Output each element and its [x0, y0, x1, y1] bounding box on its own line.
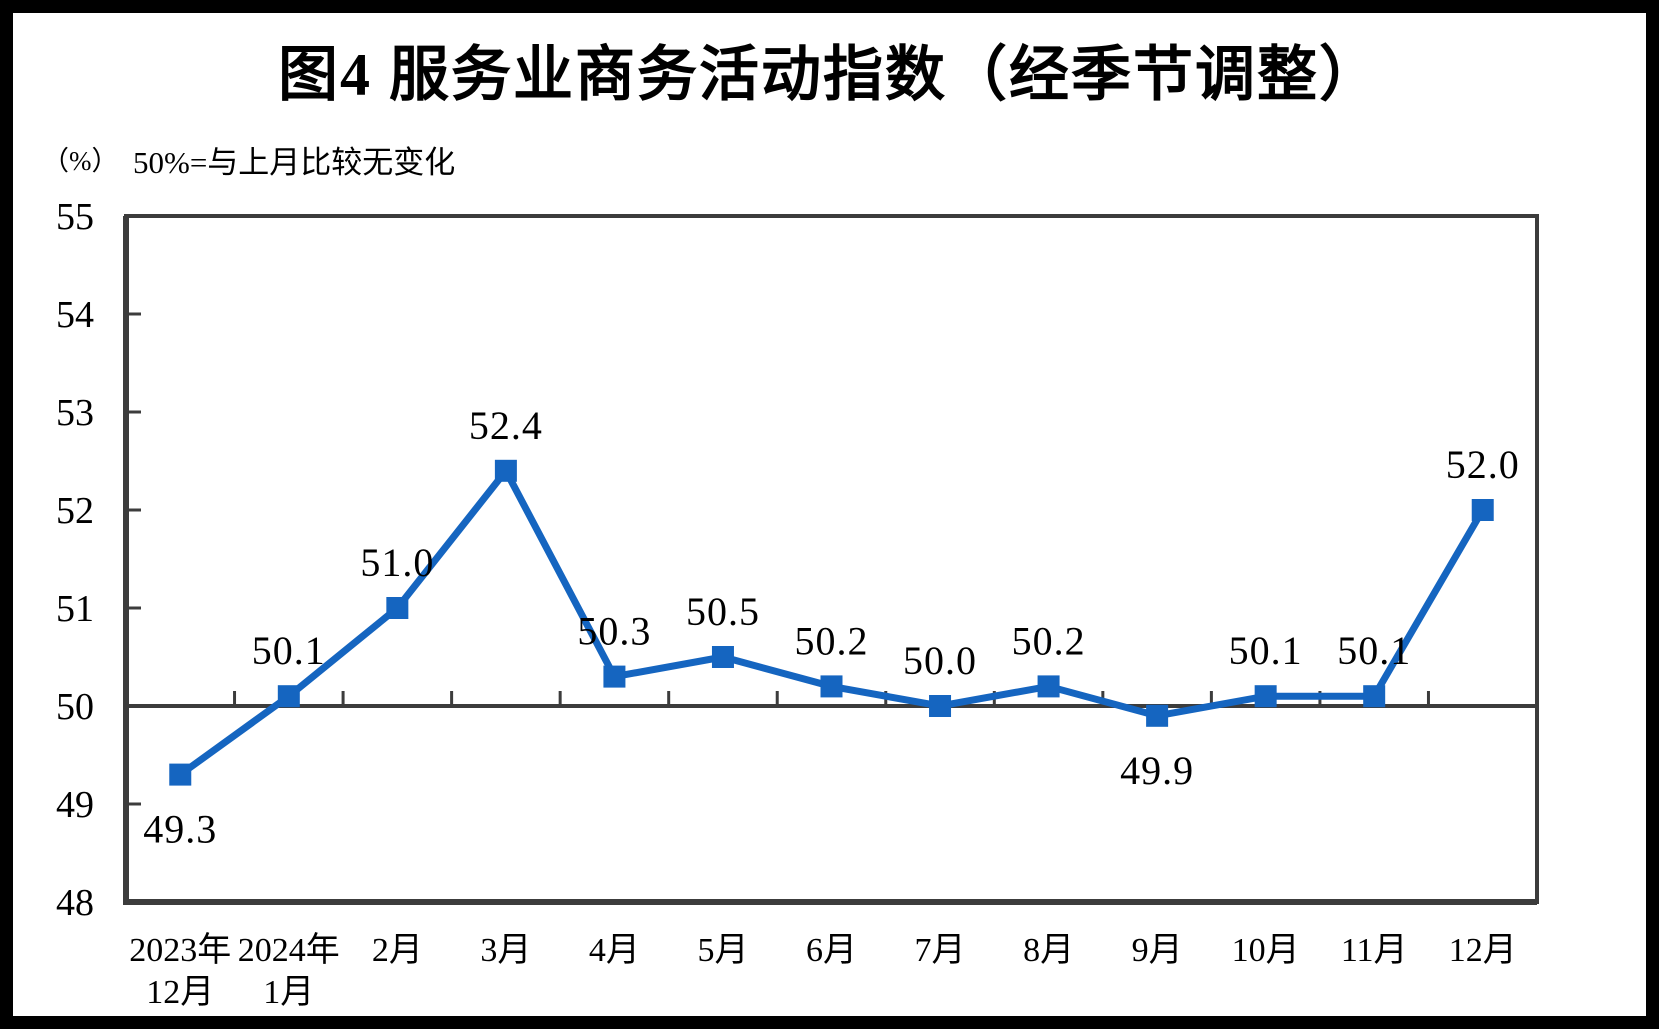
data-label: 50.3 — [577, 609, 651, 654]
y-axis-tick-label: 48 — [56, 882, 94, 924]
data-point-marker — [494, 459, 517, 482]
plot-border — [124, 214, 1539, 904]
x-axis-tick-label: 11月 — [1341, 932, 1408, 969]
x-axis-tick-label: 9月 — [1132, 932, 1183, 969]
x-axis-tick-label: 8月 — [1023, 932, 1074, 969]
x-axis-tick-label: 6月 — [806, 932, 857, 969]
y-axis-tick-label: 51 — [56, 588, 94, 630]
data-point-marker — [1471, 499, 1494, 521]
x-axis-tick-label: 3月 — [480, 932, 531, 969]
data-point-marker — [1037, 675, 1060, 698]
x-axis-tick-label: 5月 — [697, 932, 748, 969]
y-axis-tick-label: 52 — [56, 490, 94, 532]
y-axis-tick-label: 53 — [56, 392, 94, 434]
data-point-marker — [169, 763, 192, 786]
data-label: 52.0 — [1446, 442, 1520, 487]
data-point-marker — [1363, 685, 1386, 708]
x-axis-tick-label: 2023年 — [129, 931, 231, 969]
data-label: 50.0 — [903, 638, 977, 683]
x-axis-tick-label: 12月 — [1449, 932, 1517, 969]
data-label: 50.1 — [252, 628, 326, 673]
x-axis-tick-label: 2024年 — [238, 931, 340, 969]
data-point-marker — [711, 646, 734, 668]
y-axis-tick-label: 49 — [56, 784, 94, 826]
data-label: 52.4 — [469, 403, 543, 448]
data-label: 49.9 — [1120, 748, 1194, 793]
data-label: 49.3 — [143, 807, 217, 852]
data-label: 50.2 — [1012, 618, 1086, 663]
x-axis-tick-label: 12月 — [146, 974, 214, 1011]
data-point-marker — [386, 597, 409, 619]
x-axis-tick-label: 2月 — [372, 932, 423, 969]
x-axis-tick-label: 1月 — [263, 974, 314, 1011]
data-point-marker — [277, 685, 300, 708]
data-label: 50.1 — [1337, 628, 1411, 673]
data-label: 50.1 — [1229, 628, 1303, 673]
y-axis-tick-label: 50 — [56, 686, 94, 728]
data-point-marker — [1146, 704, 1169, 727]
chart-subtitle: 50%=与上月比较无变化 — [133, 145, 456, 180]
chart-title: 图4 服务业商务活动指数（经季节调整） — [278, 42, 1381, 108]
data-point-marker — [1254, 685, 1277, 708]
y-axis-tick-label: 54 — [56, 294, 94, 336]
data-point-marker — [603, 665, 626, 688]
data-label: 50.2 — [795, 618, 869, 663]
data-point-marker — [929, 695, 952, 717]
x-axis-tick-label: 7月 — [915, 932, 966, 969]
x-axis-tick-label: 10月 — [1232, 932, 1300, 969]
data-label: 51.0 — [360, 540, 434, 585]
data-label: 50.5 — [686, 589, 760, 634]
data-point-marker — [820, 675, 843, 698]
y-axis-tick-label: 55 — [56, 196, 94, 238]
x-axis-tick-label: 4月 — [589, 932, 640, 969]
y-axis-unit-label: （%） — [42, 146, 119, 176]
